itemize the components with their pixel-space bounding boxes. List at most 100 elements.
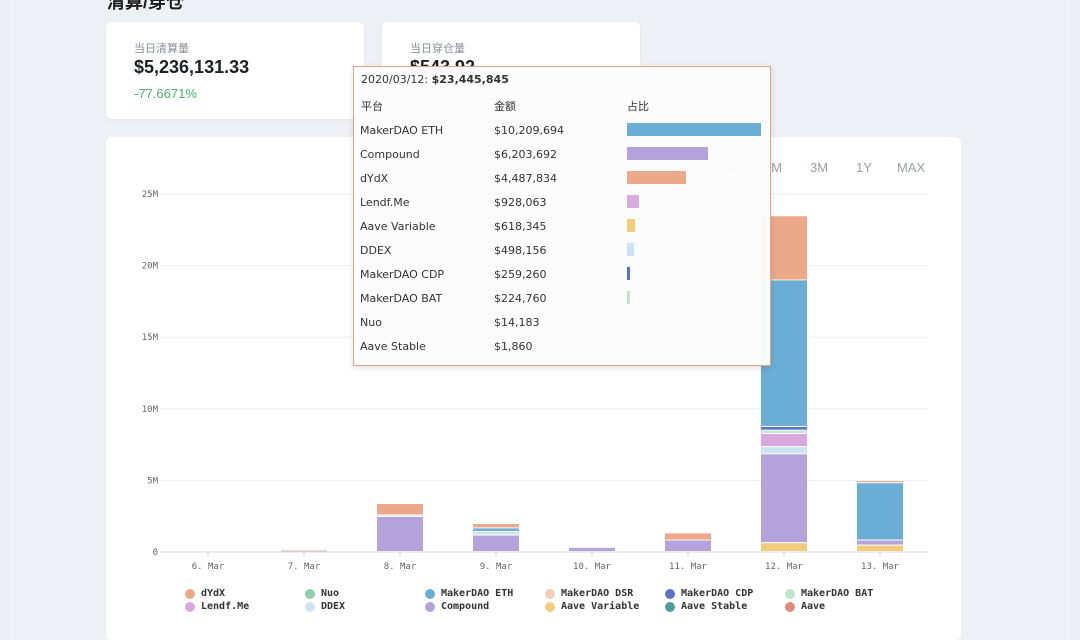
legend-label: Lendf.Me [201, 601, 250, 612]
legend-label: Nuo [321, 588, 340, 599]
tooltip-row-name: Aave Stable [360, 340, 426, 353]
tooltip-row: Aave Variable $618,345 [354, 219, 770, 244]
bar-segment[interactable] [473, 528, 519, 531]
y-tick-label: 25M [142, 190, 159, 200]
x-axis-labels: 6. Mar 7. Mar 8. Mar 9. Mar 10. Mar 11. Mar 12… [192, 552, 900, 572]
tooltip-header: 2020/03/12: $23,445,845 [361, 73, 509, 86]
tooltip-row: dYdX $4,487,834 [354, 171, 770, 196]
bar-segment[interactable] [761, 447, 807, 454]
legend-dot-icon [305, 602, 315, 612]
tooltip-row-amount: $10,209,694 [494, 124, 564, 137]
tooltip-row-amount: $4,487,834 [494, 172, 557, 185]
legend-label: dYdX [201, 588, 226, 599]
legend-label: Aave [801, 601, 826, 612]
section-title: 清算/穿仓 [107, 0, 185, 12]
tooltip-row: Compound $6,203,692 [354, 147, 770, 172]
tooltip-row-amount: $498,156 [494, 244, 547, 257]
tooltip-row-name: MakerDAO BAT [360, 292, 443, 305]
bar-segment[interactable] [473, 531, 519, 535]
tooltip-total: $23,445,845 [431, 73, 509, 86]
y-tick-label: 5M [147, 476, 158, 486]
undercollateral-label: 当日穿仓量 [410, 43, 465, 55]
x-tick-label: 11. Mar [669, 562, 708, 572]
bar-segment[interactable] [857, 483, 903, 540]
bar-segment[interactable] [473, 535, 519, 551]
bar-segment[interactable] [665, 533, 711, 540]
tooltip-share-bar [627, 219, 636, 232]
liquidation-card: 当日清算量 $5,236,131.33 -77.6671% [106, 22, 364, 119]
tooltip-row: MakerDAO ETH $10,209,694 [354, 123, 770, 148]
tooltip-row: MakerDAO CDP $259,260 [354, 267, 770, 292]
tooltip-row-name: MakerDAO CDP [360, 268, 445, 281]
bar-segment[interactable] [377, 515, 423, 516]
bar-segment[interactable] [761, 430, 807, 433]
bar-segment[interactable] [857, 545, 903, 551]
bar-segment[interactable] [761, 426, 807, 430]
legend-dot-icon [665, 602, 675, 612]
legend-dot-icon [785, 602, 795, 612]
legend-dot-icon [545, 589, 555, 599]
bar-segment[interactable] [377, 504, 423, 515]
legend-label: Aave Stable [681, 601, 748, 612]
bar-segment[interactable] [377, 516, 423, 551]
legend-dot-icon [785, 589, 795, 599]
bar-segment[interactable] [761, 280, 807, 282]
bar-segment[interactable] [569, 547, 615, 551]
tooltip-date: 2020/03/12: [361, 73, 429, 86]
tooltip-row-amount: $1,860 [494, 340, 533, 353]
bar-segment[interactable] [569, 547, 615, 549]
legend-label: Aave Variable [561, 601, 640, 612]
tooltip-row: Nuo $14,183 [354, 316, 770, 340]
y-tick-label: 10M [142, 405, 159, 415]
tooltip-header-platform: 平台 [361, 100, 383, 113]
tooltip-share-bar [627, 267, 631, 280]
tooltip-header-amount: 金额 [494, 100, 516, 113]
y-tick-label: 15M [142, 333, 159, 343]
bar-segment[interactable] [665, 540, 711, 551]
chart-legend: dYdX Nuo MakerDAO ETH MakerDAO DSR MakerDAO … [185, 588, 945, 618]
bar-segment[interactable] [281, 549, 327, 551]
tooltip-row-amount: $618,345 [494, 220, 547, 233]
tooltip-row-name: Compound [360, 148, 420, 161]
x-tick-label: 8. Mar [384, 562, 417, 572]
bar-segment[interactable] [761, 543, 807, 551]
bar-segment[interactable] [473, 524, 519, 528]
liquidation-change: -77.6671% [134, 86, 197, 101]
tooltip-share-bar [627, 195, 640, 208]
tooltip-row-amount: $224,760 [494, 292, 547, 305]
chart-tooltip: 2020/03/12: $23,445,845 平台 金额 占比 MakerDA… [353, 66, 771, 366]
tooltip-row-name: Lendf.Me [360, 196, 410, 209]
range-max-button[interactable]: MAX [897, 160, 926, 175]
range-3m-button[interactable]: 3M [810, 160, 829, 175]
bar-segment[interactable] [857, 481, 903, 483]
legend-label: MakerDAO ETH [441, 588, 514, 599]
legend-dot-icon [425, 602, 435, 612]
legend-dot-icon [305, 589, 315, 599]
tooltip-share-bar [627, 123, 761, 136]
tooltip-row-amount: $928,063 [494, 196, 547, 209]
y-tick-label: 20M [142, 262, 159, 272]
tooltip-row-amount: $259,260 [494, 268, 547, 281]
bar-segment[interactable] [761, 433, 807, 447]
legend-dot-icon [185, 602, 195, 612]
tooltip-row-name: DDEX [360, 244, 392, 257]
tooltip-share-bar [627, 147, 709, 160]
legend-label: DDEX [321, 601, 346, 612]
bar-segment[interactable] [281, 551, 327, 552]
legend-label: MakerDAO CDP [681, 588, 754, 599]
legend-label: MakerDAO BAT [801, 588, 874, 599]
x-tick-label: 13. Mar [861, 562, 900, 572]
tooltip-header-share: 占比 [627, 100, 649, 113]
tooltip-row-amount: $6,203,692 [494, 148, 557, 161]
x-tick-label: 12. Mar [765, 562, 804, 572]
bar-segment[interactable] [857, 540, 903, 545]
range-1y-button[interactable]: 1Y [856, 160, 872, 175]
legend-label: MakerDAO DSR [561, 588, 634, 599]
tooltip-row-name: Nuo [360, 316, 382, 329]
tooltip-row: Aave Stable $1,860 [354, 340, 770, 364]
tooltip-row: Lendf.Me $928,063 [354, 195, 770, 220]
tooltip-share-bar [627, 243, 634, 256]
bar-segment[interactable] [761, 454, 807, 543]
tooltip-row-name: MakerDAO ETH [360, 124, 444, 137]
